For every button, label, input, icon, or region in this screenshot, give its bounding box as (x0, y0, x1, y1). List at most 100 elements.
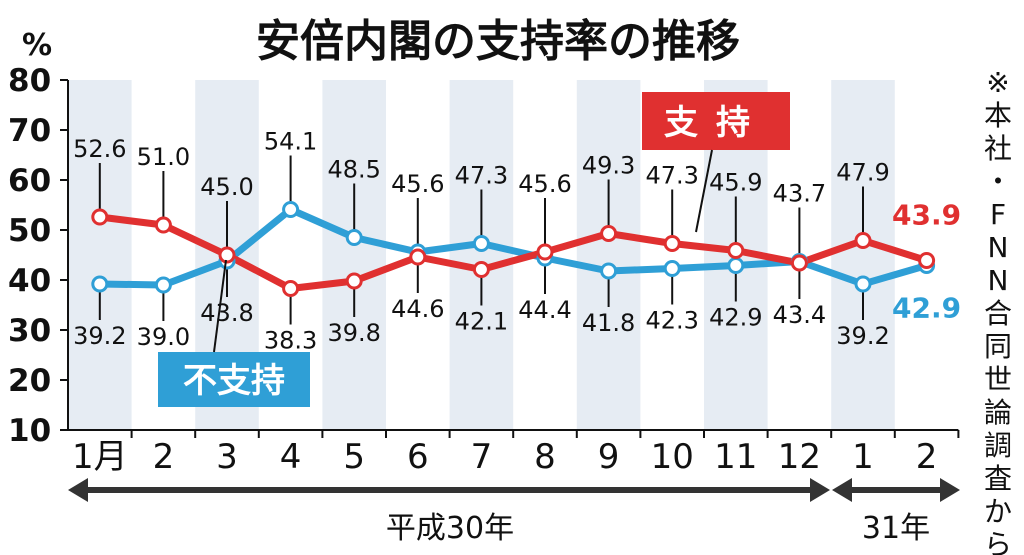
data-labels: 52.6 39.2 51.0 39.0 45.0 43.8 38.3 54.1 39.8 48.5… (73, 128, 961, 355)
y-axis: 10 20 30 40 50 60 70 80 (8, 63, 68, 449)
column-band (449, 80, 514, 430)
nonsupport-data-label: 47.3 (455, 162, 508, 190)
chart-title: 安倍内閣の支持率の推移 (256, 16, 740, 67)
column-band (576, 80, 641, 430)
support-data-label: 45.0 (200, 173, 253, 201)
nonsupport-data-label: 42.9 (892, 292, 961, 325)
source-note: ※本社・ F N N 合同世論調査から (984, 66, 1012, 555)
support-data-label: 52.6 (73, 135, 126, 163)
nonsupport-data-label: 39.2 (73, 322, 126, 350)
legend-support-pointer (695, 149, 713, 233)
x-tick-label: 1月 (72, 437, 128, 477)
support-point (409, 248, 427, 266)
support-point (282, 280, 300, 297)
x-tick-label: 7 (471, 437, 493, 477)
support-data-label: 49.3 (582, 152, 635, 180)
legend-support: 支持 (642, 92, 790, 233)
support-data-label: 44.6 (391, 295, 444, 323)
nonsupport-point (345, 229, 363, 246)
support-point (154, 216, 172, 234)
support-point (727, 242, 745, 259)
nonsupport-data-label: 39.0 (137, 323, 190, 351)
nonsupport-data-label: 42.3 (645, 307, 698, 335)
support-data-label: 45.6 (518, 170, 571, 198)
y-tick-label: 80 (8, 63, 51, 99)
x-tick-label: 2 (153, 437, 175, 477)
support-point (345, 272, 363, 290)
era-arrows (68, 478, 960, 502)
legend-nonsupport: 不支持 (158, 259, 310, 407)
legend-support-box (642, 92, 790, 150)
support-data-label: 42.1 (455, 308, 508, 336)
legend-nonsupport-pointer (213, 259, 227, 353)
support-data-label: 47.3 (645, 162, 698, 190)
y-tick-label: 70 (8, 113, 51, 149)
label-leader-lines (98, 155, 864, 325)
x-tick-label: 1 (852, 437, 874, 477)
support-data-label: 43.4 (773, 301, 826, 329)
support-data-label: 39.8 (327, 319, 380, 347)
support-data-label: 51.0 (137, 143, 190, 171)
nonsupport-point (91, 275, 109, 293)
y-tick-label: 10 (8, 413, 51, 449)
nonsupport-data-label: 41.8 (582, 309, 635, 337)
unit-label: % (22, 28, 52, 63)
support-point (600, 225, 618, 242)
support-line (96, 213, 931, 292)
nonsupport-point (663, 260, 681, 277)
series-lines (96, 206, 931, 292)
x-tick-label: 11 (714, 437, 757, 477)
nonsupport-data-label: 45.6 (391, 170, 444, 198)
nonsupport-data-label: 42.9 (709, 304, 762, 332)
nonsupport-point (154, 276, 172, 294)
y-tick-label: 30 (8, 313, 51, 349)
legend-nonsupport-box (158, 352, 310, 407)
x-tick-label: 8 (534, 437, 556, 477)
support-point (472, 261, 490, 278)
x-tick-label: 6 (407, 437, 429, 477)
nonsupport-data-label: 54.1 (264, 128, 317, 156)
legend-nonsupport-label: 不支持 (183, 361, 285, 401)
nonsupport-point (727, 257, 745, 274)
column-band (322, 80, 386, 430)
support-data-label: 47.9 (836, 159, 889, 187)
x-tick-label: 4 (280, 437, 302, 477)
x-axis: 1月 2 3 4 5 6 7 8 9 10 11 12 1 2 (72, 430, 960, 477)
x-tick-label: 9 (598, 437, 620, 477)
nonsupport-data-label: 48.5 (327, 156, 380, 184)
x-tick-label: 3 (216, 437, 238, 477)
support-data-label: 45.9 (709, 169, 762, 197)
y-tick-label: 60 (8, 163, 51, 199)
support-point (790, 254, 808, 272)
nonsupport-data-label: 43.8 (200, 299, 253, 327)
legend-support-label: 支持 (664, 103, 768, 143)
support-point (854, 232, 872, 249)
column-band (68, 80, 132, 430)
era-label-h30: 平成30年 (386, 511, 514, 546)
y-tick-label: 40 (8, 263, 51, 299)
series-points (91, 201, 936, 297)
support-point (91, 208, 109, 226)
x-tick-label: 12 (778, 437, 821, 477)
column-band (831, 80, 895, 430)
support-point (218, 246, 236, 264)
nonsupport-data-label: 43.7 (773, 180, 826, 208)
y-tick-label: 50 (8, 213, 51, 249)
x-tick-label: 5 (343, 437, 365, 477)
nonsupport-point (472, 235, 490, 252)
y-tick-label: 20 (8, 363, 51, 399)
nonsupport-point (282, 201, 300, 218)
support-point (536, 243, 554, 261)
nonsupport-point (600, 262, 618, 280)
x-tick-label: 10 (651, 437, 694, 477)
nonsupport-point (854, 275, 872, 293)
x-tick-label: 2 (916, 437, 938, 477)
support-data-label: 43.9 (892, 199, 961, 232)
nonsupport-data-label: 39.2 (836, 322, 889, 350)
support-point (663, 235, 681, 252)
support-data-label: 38.3 (264, 327, 317, 355)
support-point (918, 252, 936, 269)
era-label-h31: 31年 (862, 511, 930, 546)
nonsupport-data-label: 44.4 (518, 296, 571, 324)
